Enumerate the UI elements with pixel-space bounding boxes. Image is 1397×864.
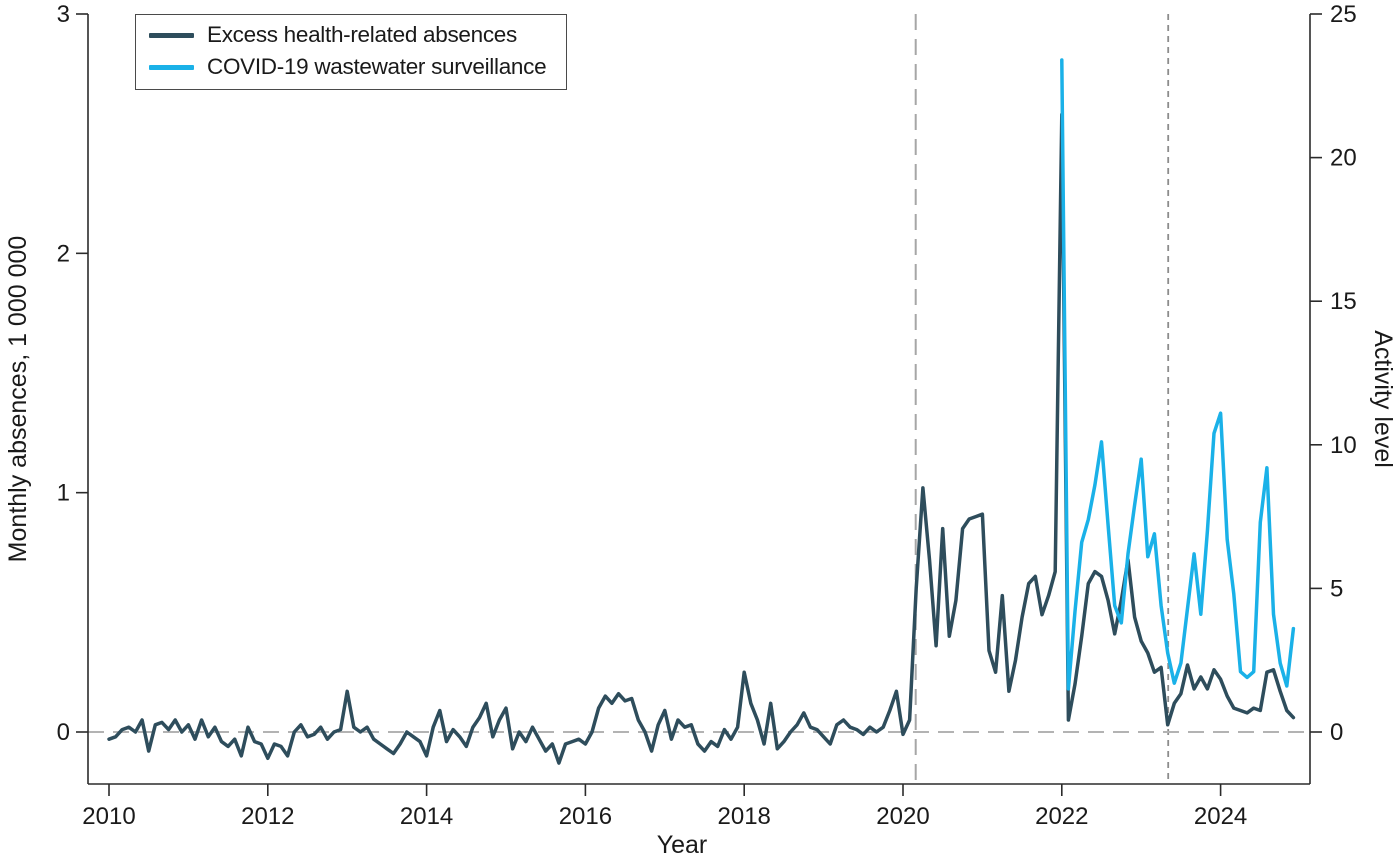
legend-item-absences: Excess health-related absences (149, 21, 546, 50)
x-axis-tick-label: 2014 (400, 803, 453, 830)
chart-legend: Excess health-related absences COVID-19 … (135, 14, 568, 90)
right-axis-tick-label: 15 (1330, 288, 1357, 315)
right-axis-tick-label: 20 (1330, 145, 1357, 172)
right-axis-tick-label: 10 (1330, 432, 1357, 459)
left-axis-tick-label: 0 (57, 719, 70, 746)
absences-line-swatch (149, 33, 194, 38)
x-axis-tick-label: 2016 (559, 803, 612, 830)
left-axis-tick-label: 2 (57, 240, 70, 267)
left-axis-tick-label: 1 (57, 480, 70, 507)
right-axis-tick-label: 0 (1330, 719, 1343, 746)
x-axis-tick-label: 2024 (1194, 803, 1247, 830)
x-axis-tick-label: 2010 (82, 803, 135, 830)
y-axis-title-right: Activity level (1369, 330, 1397, 468)
x-axis-tick-label: 2018 (718, 803, 771, 830)
right-axis-tick-label: 25 (1330, 1, 1357, 28)
y-axis-title-left: Monthly absences, 1 000 000 (4, 236, 32, 563)
wastewater-line-swatch (149, 65, 194, 70)
x-axis-title: Year (657, 831, 708, 859)
left-axis-tick-label: 3 (57, 1, 70, 28)
series-line-wastewater (1060, 58, 1296, 691)
right-axis-tick-label: 5 (1330, 575, 1343, 602)
x-axis-tick-label: 2022 (1035, 803, 1088, 830)
data-series (107, 58, 1296, 765)
legend-label-wastewater: COVID-19 wastewater surveillance (207, 54, 547, 80)
x-axis-tick-label: 2020 (876, 803, 929, 830)
legend-item-wastewater: COVID-19 wastewater surveillance (149, 53, 547, 82)
reference-lines (88, 14, 1310, 784)
legend-label-absences: Excess health-related absences (207, 22, 517, 48)
series-line-absences (107, 112, 1296, 765)
x-axis-tick-label: 2012 (241, 803, 294, 830)
axes: 0 1 2 3 0 5 10 15 20 25 2010 2012 2014 2016 2018 2020 20… (57, 1, 1357, 830)
